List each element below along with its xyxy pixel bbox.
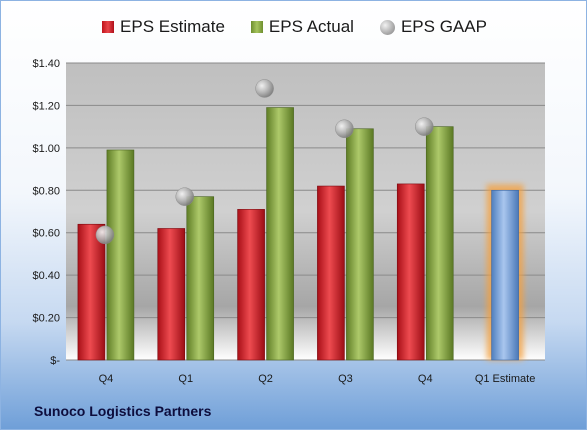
x-tick-label: Q4: [418, 373, 433, 385]
legend-label-actual: EPS Actual: [268, 17, 354, 36]
x-tick-label: Q1 Estimate: [475, 373, 536, 385]
y-axis-ticks: $- $0.20 $0.40 $0.60 $0.80 $1.00 $1.20 $1.40: [32, 58, 60, 367]
estimate-bar: [396, 183, 425, 361]
forward-estimate-bar: [491, 189, 519, 361]
y-tick-label: $0.60: [32, 228, 60, 240]
company-name: Sunoco Logistics Partners: [34, 403, 212, 419]
x-axis-ticks: Q4 Q1 Q2 Q3 Q4 Q1 Estimate: [99, 373, 536, 385]
estimate-bar: [317, 185, 345, 361]
y-tick-label: $-: [50, 355, 60, 367]
legend-swatch-actual: [250, 21, 263, 33]
estimate-bar: [237, 209, 265, 361]
legend-label-estimate: EPS Estimate: [120, 17, 225, 36]
x-tick-label: Q3: [338, 373, 353, 385]
bars: [77, 107, 524, 361]
legend-item-actual: EPS Actual: [250, 17, 354, 37]
x-tick-label: Q2: [258, 373, 273, 385]
plot-area: [66, 63, 545, 360]
legend-item-estimate: EPS Estimate: [102, 17, 225, 37]
y-tick-label: $0.40: [32, 270, 60, 282]
estimate-bar: [77, 223, 106, 361]
actual-bar: [425, 126, 454, 361]
y-tick-label: $1.40: [32, 58, 60, 70]
y-tick-label: $0.20: [32, 313, 60, 325]
gaap-marker: [335, 119, 354, 139]
legend-swatch-estimate: [102, 21, 115, 33]
x-tick-label: Q1: [178, 373, 193, 385]
x-tick-label: Q4: [99, 373, 114, 385]
actual-bar: [186, 196, 215, 361]
gaap-markers: [95, 79, 434, 245]
legend-swatch-gaap: [379, 19, 395, 35]
actual-bar: [346, 128, 374, 361]
chart-legend: EPS Estimate EPS Actual EPS GAAP: [1, 17, 586, 37]
legend-label-gaap: EPS GAAP: [400, 17, 487, 36]
gaap-marker: [415, 117, 434, 136]
gaap-marker: [175, 187, 194, 206]
y-tick-label: $0.80: [32, 185, 60, 197]
gaap-marker: [95, 225, 115, 245]
actual-bar: [266, 107, 294, 361]
legend-item-gaap: EPS GAAP: [379, 17, 487, 37]
grid-lines: [66, 62, 545, 361]
estimate-bar: [157, 228, 186, 361]
gaap-marker: [255, 79, 274, 98]
actual-bar: [106, 149, 135, 361]
y-tick-label: $1.00: [32, 143, 60, 155]
y-tick-label: $1.20: [32, 100, 60, 112]
